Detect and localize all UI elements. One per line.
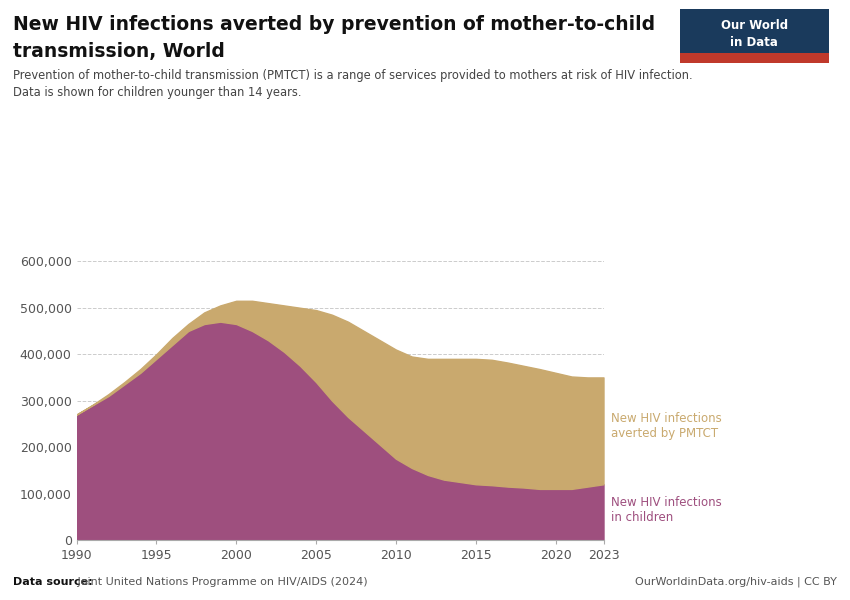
Text: in Data: in Data [730, 36, 779, 49]
Text: New HIV infections
averted by PMTCT: New HIV infections averted by PMTCT [611, 412, 722, 440]
Text: OurWorldinData.org/hiv-aids | CC BY: OurWorldinData.org/hiv-aids | CC BY [635, 576, 837, 587]
Text: Data source:: Data source: [13, 577, 93, 587]
Text: New HIV infections
in children: New HIV infections in children [611, 496, 722, 524]
Text: Prevention of mother-to-child transmission (PMTCT) is a range of services provid: Prevention of mother-to-child transmissi… [13, 69, 693, 82]
Text: Data is shown for children younger than 14 years.: Data is shown for children younger than … [13, 86, 301, 100]
FancyBboxPatch shape [680, 9, 829, 53]
FancyBboxPatch shape [680, 53, 829, 63]
Text: transmission, World: transmission, World [13, 42, 224, 61]
Text: New HIV infections averted by prevention of mother-to-child: New HIV infections averted by prevention… [13, 15, 654, 34]
Text: Our World: Our World [721, 19, 788, 32]
Text: Joint United Nations Programme on HIV/AIDS (2024): Joint United Nations Programme on HIV/AI… [74, 577, 367, 587]
